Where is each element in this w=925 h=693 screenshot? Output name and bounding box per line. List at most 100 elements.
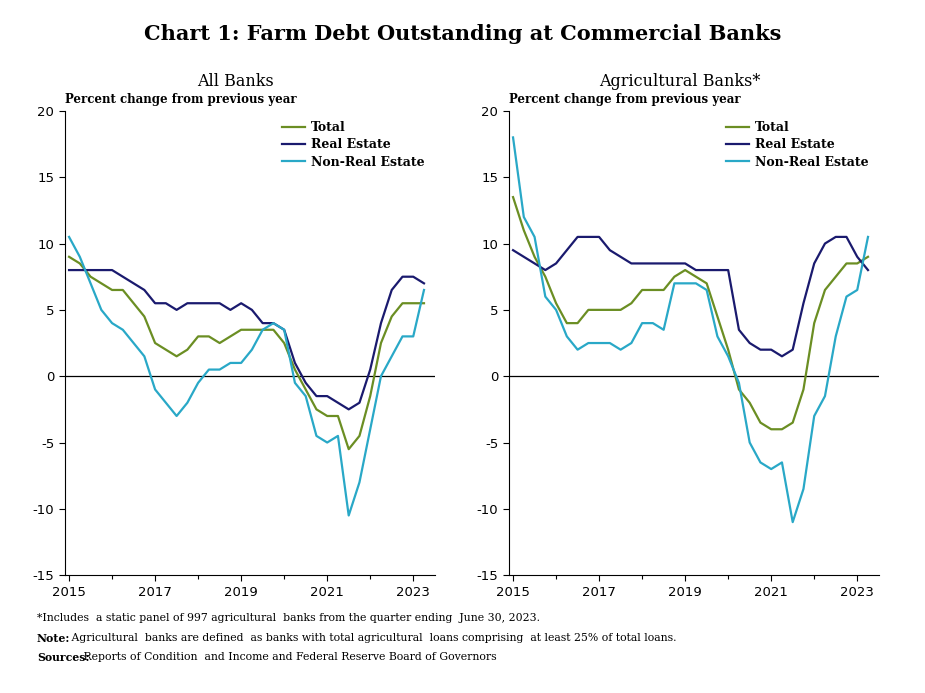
Total — [418, 299, 429, 308]
Non-Real Estate — [268, 319, 279, 327]
Real Estate — [648, 259, 659, 267]
Real Estate — [615, 253, 626, 261]
Non-Real Estate — [64, 233, 75, 241]
Text: Percent change from previous year: Percent change from previous year — [509, 94, 740, 106]
Real Estate — [841, 233, 852, 241]
Non-Real Estate — [85, 279, 96, 288]
Non-Real Estate — [214, 365, 225, 374]
Total — [755, 419, 766, 427]
Total — [192, 332, 204, 340]
Real Estate — [766, 346, 777, 354]
Non-Real Estate — [776, 458, 787, 466]
Total — [117, 286, 129, 294]
Real Estate — [397, 272, 408, 281]
Total — [561, 319, 573, 327]
Text: Agricultural Banks*: Agricultural Banks* — [599, 73, 760, 90]
Non-Real Estate — [636, 319, 648, 327]
Non-Real Estate — [246, 346, 257, 354]
Real Estate — [636, 259, 648, 267]
Total — [820, 286, 831, 294]
Text: Note:: Note: — [37, 633, 70, 644]
Non-Real Estate — [278, 326, 290, 334]
Non-Real Estate — [722, 352, 734, 360]
Non-Real Estate — [744, 439, 755, 447]
Line: Non-Real Estate: Non-Real Estate — [513, 137, 868, 522]
Total — [808, 319, 820, 327]
Non-Real Estate — [343, 511, 354, 520]
Total — [658, 286, 669, 294]
Real Estate — [862, 266, 873, 274]
Total — [171, 352, 182, 360]
Total — [615, 306, 626, 314]
Total — [182, 346, 193, 354]
Total — [648, 286, 659, 294]
Text: Reports of Condition  and Income and Federal Reserve Board of Governors: Reports of Condition and Income and Fede… — [80, 652, 497, 662]
Real Estate — [852, 253, 863, 261]
Real Estate — [204, 299, 215, 308]
Real Estate — [64, 266, 75, 274]
Total — [744, 398, 755, 407]
Real Estate — [594, 233, 605, 241]
Non-Real Estate — [658, 326, 669, 334]
Non-Real Estate — [322, 439, 333, 447]
Real Estate — [604, 246, 615, 254]
Total — [669, 272, 680, 281]
Non-Real Estate — [150, 385, 161, 394]
Total — [139, 313, 150, 321]
Non-Real Estate — [572, 346, 583, 354]
Total — [311, 405, 322, 414]
Non-Real Estate — [139, 352, 150, 360]
Non-Real Estate — [192, 378, 204, 387]
Total — [290, 365, 301, 374]
Real Estate — [236, 299, 247, 308]
Total — [322, 412, 333, 420]
Total — [841, 259, 852, 267]
Real Estate — [376, 319, 387, 327]
Non-Real Estate — [734, 378, 745, 387]
Real Estate — [626, 259, 637, 267]
Real Estate — [561, 246, 573, 254]
Total — [862, 253, 873, 261]
Total — [550, 299, 561, 308]
Non-Real Estate — [204, 365, 215, 374]
Non-Real Estate — [712, 332, 723, 340]
Non-Real Estate — [386, 352, 397, 360]
Real Estate — [798, 299, 809, 308]
Non-Real Estate — [397, 332, 408, 340]
Total — [722, 346, 734, 354]
Real Estate — [268, 319, 279, 327]
Real Estate — [418, 279, 429, 288]
Real Estate — [680, 259, 691, 267]
Total — [766, 425, 777, 433]
Total — [386, 313, 397, 321]
Real Estate — [290, 359, 301, 367]
Real Estate — [776, 352, 787, 360]
Real Estate — [139, 286, 150, 294]
Non-Real Estate — [690, 279, 701, 288]
Non-Real Estate — [841, 292, 852, 301]
Total — [712, 313, 723, 321]
Real Estate — [744, 339, 755, 347]
Real Estate — [214, 299, 225, 308]
Real Estate — [106, 266, 117, 274]
Real Estate — [332, 398, 343, 407]
Real Estate — [278, 326, 290, 334]
Total — [106, 286, 117, 294]
Total — [734, 385, 745, 394]
Total — [300, 385, 311, 394]
Text: *Includes  a static panel of 997 agricultural  banks from the quarter ending  Ju: *Includes a static panel of 997 agricult… — [37, 613, 540, 623]
Total — [626, 299, 637, 308]
Non-Real Estate — [236, 359, 247, 367]
Real Estate — [225, 306, 236, 314]
Real Estate — [96, 266, 107, 274]
Non-Real Estate — [364, 425, 376, 433]
Non-Real Estate — [787, 518, 798, 526]
Real Estate — [182, 299, 193, 308]
Total — [852, 259, 863, 267]
Real Estate — [830, 233, 841, 241]
Non-Real Estate — [680, 279, 691, 288]
Non-Real Estate — [96, 306, 107, 314]
Non-Real Estate — [408, 332, 419, 340]
Non-Real Estate — [798, 485, 809, 493]
Real Estate — [246, 306, 257, 314]
